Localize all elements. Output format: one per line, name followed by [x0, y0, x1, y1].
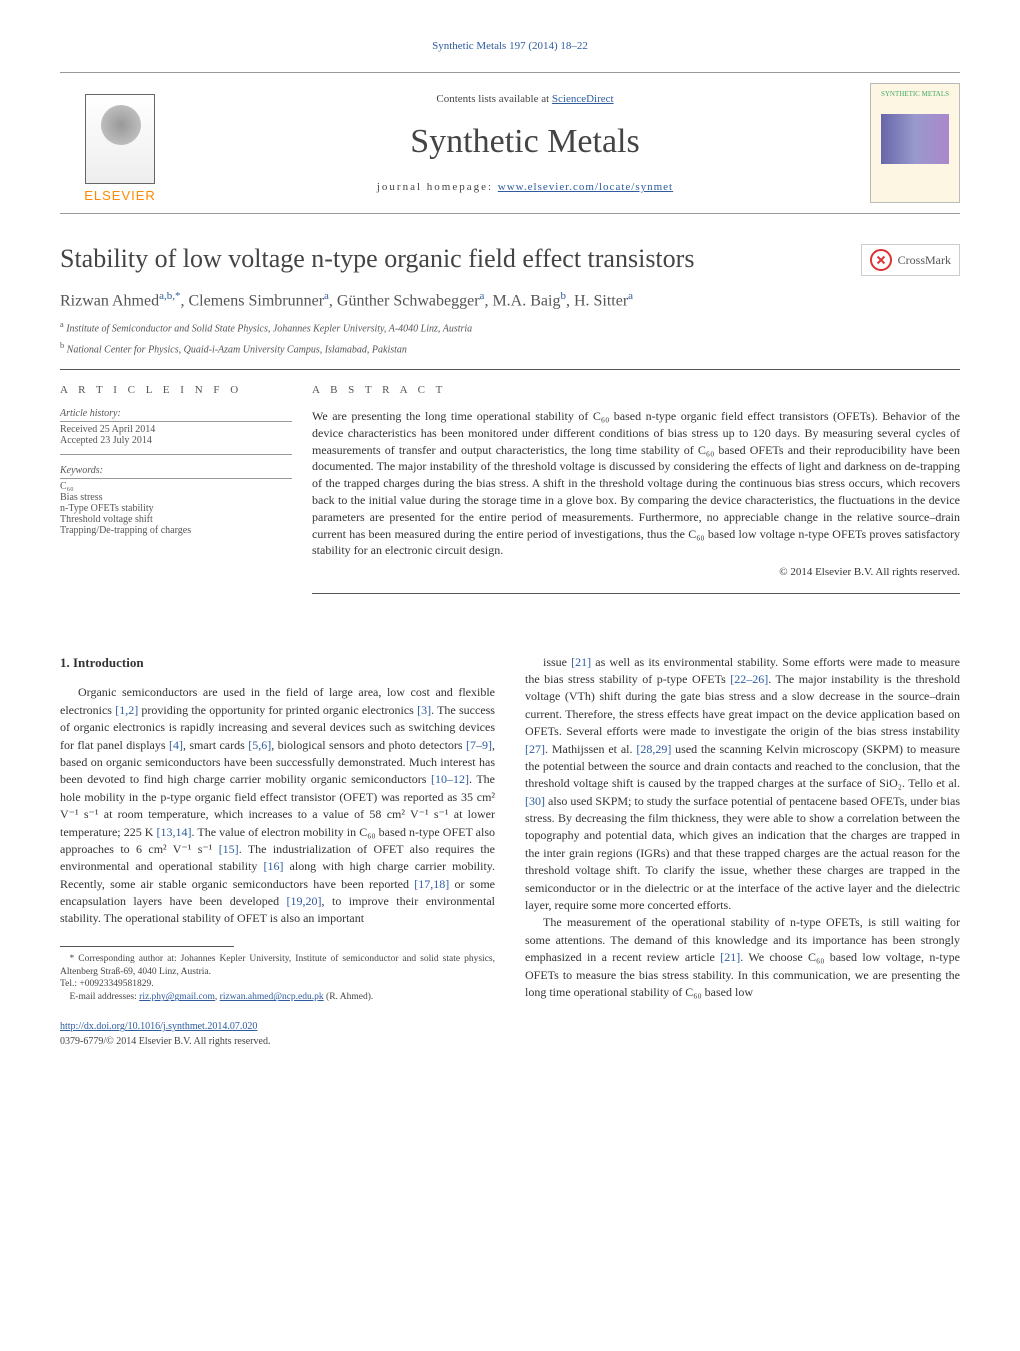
journal-cover-thumbnail: SYNTHETIC METALS: [870, 83, 960, 203]
keyword-item: Bias stress: [60, 492, 292, 503]
reference-link[interactable]: [4]: [169, 738, 183, 752]
affiliation: a Institute of Semiconductor and Solid S…: [60, 320, 960, 334]
reference-link[interactable]: [13,14]: [157, 825, 192, 839]
reference-link[interactable]: [1,2]: [115, 703, 138, 717]
reference-link[interactable]: [7–9]: [466, 738, 492, 752]
corresponding-author-footnote: * Corresponding author at: Johannes Kepl…: [60, 953, 495, 979]
reference-link[interactable]: [22–26]: [730, 672, 768, 686]
contents-prefix: Contents lists available at: [436, 93, 551, 105]
crossmark-badge[interactable]: CrossMark: [861, 244, 960, 276]
article-info-column: A R T I C L E I N F O Article history: R…: [60, 370, 312, 594]
title-row: Stability of low voltage n-type organic …: [60, 244, 960, 276]
body-paragraph: Organic semiconductors are used in the f…: [60, 684, 495, 927]
reference-link[interactable]: [27]: [525, 742, 545, 756]
reference-link[interactable]: [3]: [417, 703, 431, 717]
section-heading: 1. Introduction: [60, 654, 495, 673]
body-paragraph: issue [21] as well as its environmental …: [525, 654, 960, 915]
keywords-label: Keywords:: [60, 465, 292, 479]
email-link-1[interactable]: riz.phy@gmail.com: [139, 992, 215, 1002]
publisher-name: ELSEVIER: [84, 188, 156, 203]
email-label: E-mail addresses:: [70, 992, 140, 1002]
info-abstract-row: A R T I C L E I N F O Article history: R…: [60, 369, 960, 594]
history-label: Article history:: [60, 408, 292, 422]
article-info-heading: A R T I C L E I N F O: [60, 384, 292, 396]
reference-link[interactable]: [10–12]: [431, 772, 469, 786]
article-history-block: Article history: Received 25 April 2014 …: [60, 408, 292, 455]
accepted-date: Accepted 23 July 2014: [60, 435, 292, 446]
reference-link[interactable]: [15]: [219, 842, 239, 856]
journal-reference: Synthetic Metals 197 (2014) 18–22: [60, 40, 960, 52]
email-link-2[interactable]: rizwan.ahmed@ncp.edu.pk: [220, 992, 324, 1002]
journal-title: Synthetic Metals: [180, 123, 870, 161]
body-paragraph: The measurement of the operational stabi…: [525, 914, 960, 1001]
homepage-prefix: journal homepage:: [377, 181, 498, 193]
header-center: Contents lists available at ScienceDirec…: [180, 79, 870, 207]
reference-link[interactable]: [16]: [263, 859, 283, 873]
keyword-item: n-Type OFETs stability: [60, 503, 292, 514]
crossmark-icon: [870, 249, 892, 271]
reference-link[interactable]: [5,6]: [248, 738, 271, 752]
keyword-item: C₆₀: [60, 481, 292, 492]
publisher-logo: ELSEVIER: [60, 73, 180, 213]
abstract-column: A B S T R A C T We are presenting the lo…: [312, 370, 960, 594]
email-footnote: E-mail addresses: riz.phy@gmail.com, riz…: [60, 991, 495, 1004]
contents-line: Contents lists available at ScienceDirec…: [180, 93, 870, 105]
body-columns: 1. Introduction Organic semiconductors a…: [60, 654, 960, 1050]
homepage-link[interactable]: www.elsevier.com/locate/synmet: [498, 181, 673, 193]
affiliation: b National Center for Physics, Quaid-i-A…: [60, 341, 960, 355]
doi-block: http://dx.doi.org/10.1016/j.synthmet.201…: [60, 1020, 495, 1049]
copyright-line: © 2014 Elsevier B.V. All rights reserved…: [312, 565, 960, 580]
reference-link[interactable]: [17,18]: [414, 877, 449, 891]
sciencedirect-link[interactable]: ScienceDirect: [552, 93, 614, 105]
crossmark-label: CrossMark: [898, 253, 951, 268]
reference-link[interactable]: [19,20]: [287, 894, 322, 908]
email-suffix: (R. Ahmed).: [324, 992, 374, 1002]
elsevier-tree-icon: [85, 94, 155, 184]
keywords-block: Keywords: C₆₀Bias stressn-Type OFETs sta…: [60, 465, 292, 536]
homepage-line: journal homepage: www.elsevier.com/locat…: [180, 181, 870, 193]
doi-link[interactable]: http://dx.doi.org/10.1016/j.synthmet.201…: [60, 1021, 257, 1032]
abstract-heading: A B S T R A C T: [312, 384, 960, 396]
reference-link[interactable]: [28,29]: [636, 742, 671, 756]
article-title: Stability of low voltage n-type organic …: [60, 244, 694, 274]
reference-link[interactable]: [21]: [720, 950, 740, 964]
issn-copyright: 0379-6779/© 2014 Elsevier B.V. All right…: [60, 1036, 270, 1047]
footnote-separator: [60, 946, 234, 947]
keyword-item: Threshold voltage shift: [60, 514, 292, 525]
body-column-right: issue [21] as well as its environmental …: [525, 654, 960, 1050]
reference-link[interactable]: [30]: [525, 794, 545, 808]
journal-header: ELSEVIER Contents lists available at Sci…: [60, 72, 960, 214]
received-date: Received 25 April 2014: [60, 424, 292, 435]
reference-link[interactable]: [21]: [571, 655, 591, 669]
telephone-footnote: Tel.: +00923349581829.: [60, 978, 495, 991]
authors-line: Rizwan Ahmeda,b,*, Clemens Simbrunnera, …: [60, 290, 960, 310]
abstract-text: We are presenting the long time operatio…: [312, 408, 960, 594]
keyword-item: Trapping/De-trapping of charges: [60, 525, 292, 536]
body-column-left: 1. Introduction Organic semiconductors a…: [60, 654, 495, 1050]
